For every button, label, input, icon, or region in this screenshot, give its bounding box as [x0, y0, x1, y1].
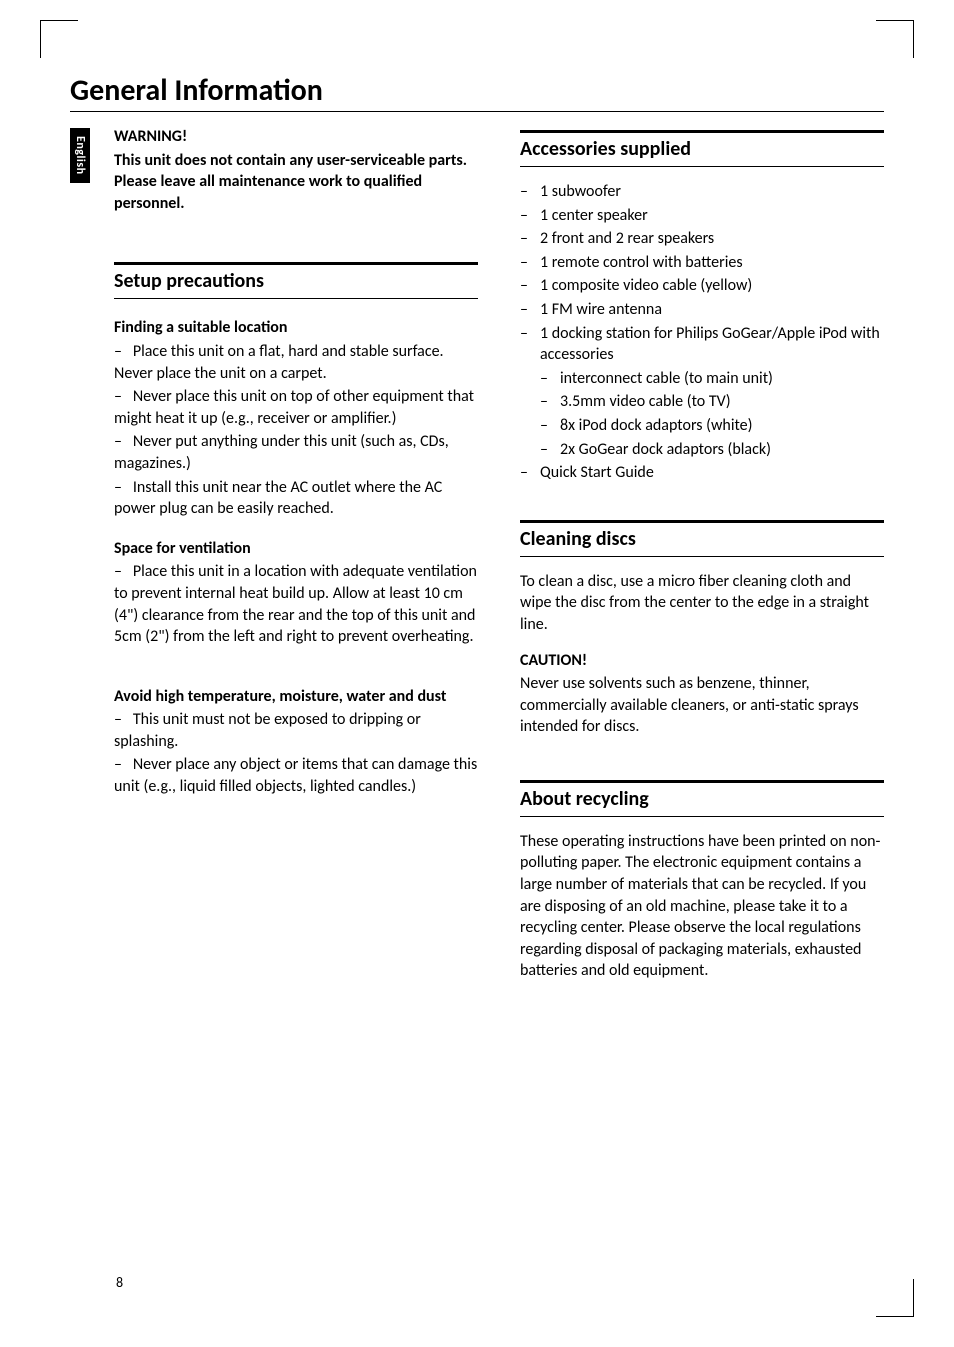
accessories-heading: Accessories supplied: [520, 130, 884, 167]
list-item: 1 FM wire antenna: [520, 299, 884, 321]
recycling-body: These operating instructions have been p…: [520, 831, 884, 982]
list-item: 1 composite video cable (yellow): [520, 275, 884, 297]
list-item: interconnect cable (to main unit): [540, 368, 884, 390]
language-tab: English: [70, 128, 90, 183]
avoid-heading: Avoid high temperature, moisture, water …: [114, 686, 478, 708]
list-item: – Never put anything under this unit (su…: [114, 431, 478, 474]
list-item: 1 subwoofer: [520, 181, 884, 203]
list-item: 1 remote control with batteries: [520, 252, 884, 274]
content-columns: WARNING! This unit does not contain any …: [114, 126, 884, 984]
ventilation-heading: Space for ventilation: [114, 538, 478, 560]
list-item: 2 front and 2 rear speakers: [520, 228, 884, 250]
list-item: – This unit must not be exposed to dripp…: [114, 709, 478, 752]
title-rule: [70, 111, 884, 112]
recycling-heading: About recycling: [520, 780, 884, 817]
caution-heading: CAUTION!: [520, 650, 884, 672]
list-item: 2x GoGear dock adaptors (black): [540, 439, 884, 461]
location-heading: Finding a suitable location: [114, 317, 478, 339]
page-number: 8: [116, 1274, 123, 1291]
location-items: – Place this unit on a flat, hard and st…: [114, 341, 478, 520]
list-item: 8x iPod dock adaptors (white): [540, 415, 884, 437]
list-item: 1 docking station for Philips GoGear/App…: [520, 323, 884, 461]
crop-mark-tr: [876, 20, 914, 58]
list-item: – Install this unit near the AC outlet w…: [114, 477, 478, 520]
warning-body: This unit does not contain any user-serv…: [114, 150, 478, 215]
list-item: 3.5mm video cable (to TV): [540, 391, 884, 413]
cleaning-body: To clean a disc, use a micro fiber clean…: [520, 571, 884, 636]
caution-body: Never use solvents such as benzene, thin…: [520, 673, 884, 738]
list-item: 1 center speaker: [520, 205, 884, 227]
left-column: WARNING! This unit does not contain any …: [114, 126, 478, 984]
cleaning-heading: Cleaning discs: [520, 520, 884, 557]
list-item: Quick Start Guide: [520, 462, 884, 484]
page-title: General Information: [70, 72, 884, 109]
right-column: Accessories supplied 1 subwoofer 1 cente…: [520, 126, 884, 984]
ventilation-items: – Place this unit in a location with ade…: [114, 561, 478, 647]
crop-mark-tl: [40, 20, 78, 58]
list-item: – Never place this unit on top of other …: [114, 386, 478, 429]
accessories-list: 1 subwoofer 1 center speaker 2 front and…: [520, 181, 884, 484]
list-item: – Place this unit in a location with ade…: [114, 561, 478, 647]
setup-heading: Setup precautions: [114, 262, 478, 299]
list-item: – Place this unit on a flat, hard and st…: [114, 341, 478, 384]
avoid-items: – This unit must not be exposed to dripp…: [114, 709, 478, 797]
warning-heading: WARNING!: [114, 126, 478, 148]
dock-sublist: interconnect cable (to main unit) 3.5mm …: [540, 368, 884, 460]
crop-mark-br: [876, 1279, 914, 1317]
page: English General Information WARNING! Thi…: [0, 0, 954, 1347]
list-item: – Never place any object or items that c…: [114, 754, 478, 797]
